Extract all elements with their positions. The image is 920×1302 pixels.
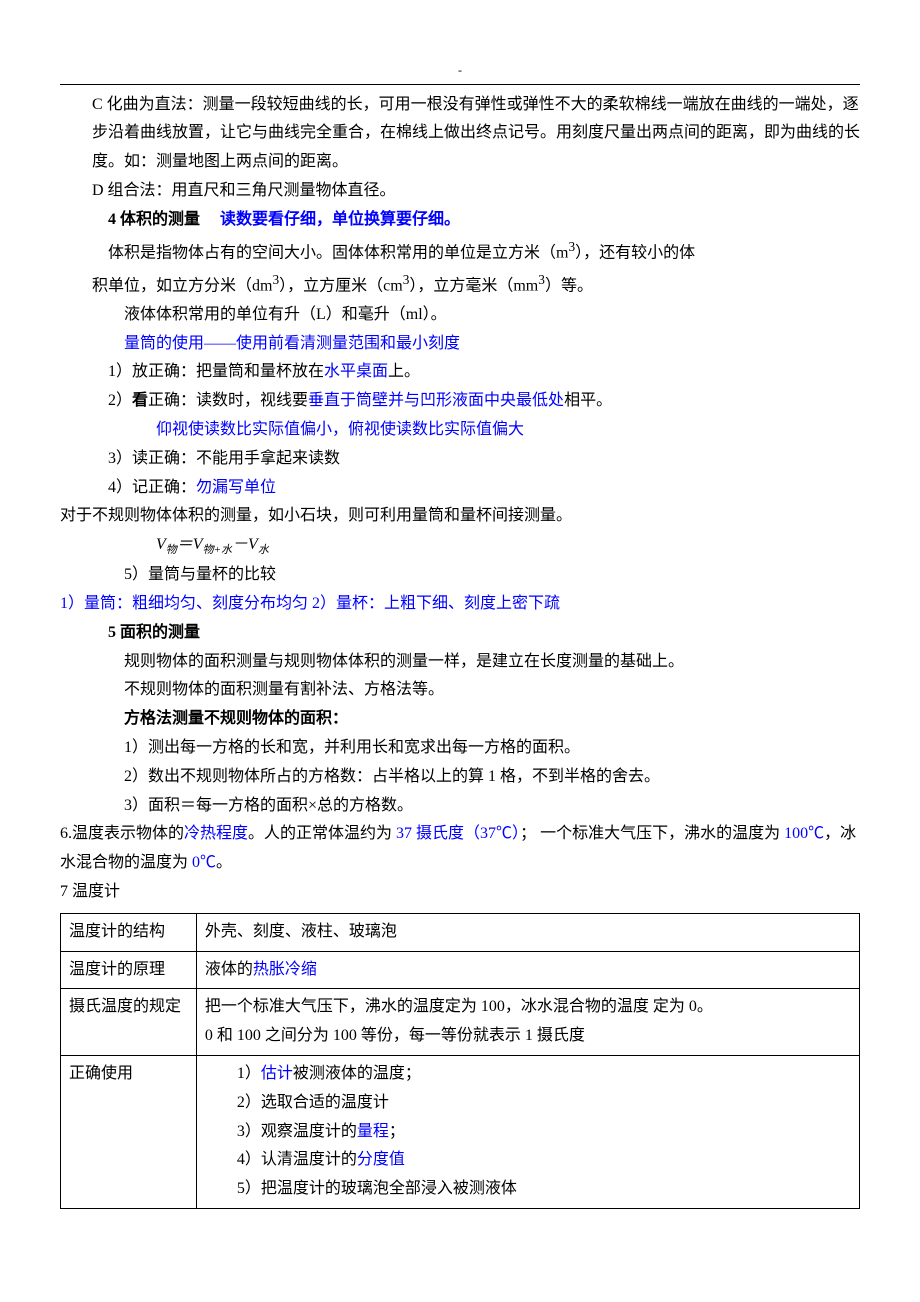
text: 把一个标准大气压下，沸水的温度定为 100，冰水混合物的温度 定为 0。	[205, 998, 713, 1015]
v-var: V	[193, 536, 203, 553]
sec4-item2: 2）看正确：读数时，视线要垂直于筒壁并与凹形液面中央最低处相平。	[60, 387, 860, 416]
cell-r3c2: 把一个标准大气压下，沸水的温度定为 100，冰水混合物的温度 定为 0。 0 和…	[196, 989, 859, 1056]
sec4-item4: 4）记正确：勿漏写单位	[60, 474, 860, 503]
text: 液体的	[205, 961, 253, 978]
hl: 水平桌面	[324, 363, 388, 380]
text: 4）认清温度计的	[237, 1151, 357, 1168]
text: 测量范围	[316, 335, 380, 352]
v-var: V	[156, 536, 166, 553]
cell-r4c2: 1）估计被测液体的温度； 2）选取合适的温度计 3）观察温度计的量程； 4）认清…	[196, 1055, 859, 1208]
sec5-para2: 不规则物体的面积测量有割补法、方格法等。	[60, 676, 860, 705]
sub3: 水	[258, 544, 269, 556]
sub1: 物	[166, 544, 177, 556]
text: 量筒的使用——使用前看清	[124, 335, 316, 352]
table-row: 摄氏温度的规定 把一个标准大气压下，沸水的温度定为 100，冰水混合物的温度 定…	[61, 989, 860, 1056]
page-header: -	[60, 60, 860, 85]
usage-item-4: 4）认清温度计的分度值	[205, 1146, 851, 1175]
sec4-item1: 1）放正确：把量筒和量杯放在水平桌面上。	[60, 358, 860, 387]
text: ）等。	[545, 277, 593, 294]
text: ），立方毫米（mm	[409, 277, 538, 294]
text: 1）放正确：把量筒和量杯放在	[108, 363, 324, 380]
usage-item-5: 5）把温度计的玻璃泡全部浸入被测液体	[205, 1175, 851, 1204]
text: 。人的正常体温约为	[248, 825, 396, 842]
sec4-para3: 液体体积常用的单位有升（L）和毫升（ml）。	[60, 301, 860, 330]
usage-item-1: 1）估计被测液体的温度；	[205, 1060, 851, 1089]
text: 和	[380, 335, 396, 352]
usage-item-2: 2）选取合适的温度计	[205, 1089, 851, 1118]
cell-r1c1: 温度计的结构	[61, 913, 197, 951]
sec4-hint: 读数要看仔细，单位换算要仔细。	[220, 211, 460, 228]
v-var: V	[248, 536, 258, 553]
para-method-d: D 组合法：用直尺和三角尺测量物体直径。	[60, 177, 860, 206]
cell-r3c1: 摄氏温度的规定	[61, 989, 197, 1056]
table-row: 温度计的原理 液体的热胀冷缩	[61, 951, 860, 989]
text: 。	[216, 854, 232, 871]
section-7-title: 7 温度计	[60, 878, 860, 907]
hl: 估计	[261, 1065, 293, 1082]
section-4-title: 4 体积的测量 读数要看仔细，单位换算要仔细。	[60, 206, 860, 235]
thermometer-table: 温度计的结构 外壳、刻度、液柱、玻璃泡 温度计的原理 液体的热胀冷缩 摄氏温度的…	[60, 913, 860, 1209]
text: ； 一个标准大气压下，沸水的温度为	[520, 825, 784, 842]
hl: 0℃	[192, 854, 216, 871]
text: 0 和 100 之间分为 100 等份，每一等份就表示 1 摄氏度	[205, 1027, 585, 1044]
cell-r1c2: 外壳、刻度、液柱、玻璃泡	[196, 913, 859, 951]
hl: 热胀冷缩	[253, 961, 317, 978]
hl: 冷热程度	[184, 825, 248, 842]
text: 积单位，如立方分米（dm	[92, 277, 272, 294]
volume-formula: V物＝V物+水－V水	[60, 531, 860, 561]
eq: ＝	[177, 536, 193, 553]
hl: 勿漏写单位	[196, 479, 276, 496]
cell-r4c1: 正确使用	[61, 1055, 197, 1208]
text: 6.温度表示物体的	[60, 825, 184, 842]
bold: 看	[132, 392, 148, 409]
sec4-para2: 积单位，如立方分米（dm3），立方厘米（cm3），立方毫米（mm3）等。	[60, 268, 860, 301]
text: 正确：读数时，视线要	[148, 392, 308, 409]
text: 3）观察温度计的	[237, 1123, 357, 1140]
table-row: 正确使用 1）估计被测液体的温度； 2）选取合适的温度计 3）观察温度计的量程；…	[61, 1055, 860, 1208]
document-page: - C 化曲为直法：测量一段较短曲线的长，可用一根没有弹性或弹性不大的柔软棉线一…	[0, 0, 920, 1249]
hl: 100℃	[784, 825, 824, 842]
sec5-item1: 1）测出每一方格的长和宽，并利用长和宽求出每一方格的面积。	[60, 734, 860, 763]
text: ），立方厘米（cm	[279, 277, 403, 294]
text: ），还有较小的体	[575, 244, 695, 261]
cell-r2c1: 温度计的原理	[61, 951, 197, 989]
sec5-item2: 2）数出不规则物体所占的方格数：占半格以上的算 1 格，不到半格的舍去。	[60, 763, 860, 792]
usage-item-3: 3）观察温度计的量程；	[205, 1118, 851, 1147]
sec4-item5: 5）量筒与量杯的比较	[60, 561, 860, 590]
sec4-item3: 3）读正确：不能用手拿起来读数	[60, 445, 860, 474]
sec4-label: 4 体积的测量	[108, 211, 200, 228]
hl: 分度值	[357, 1151, 405, 1168]
compare-line: 1）量筒：粗细均匀、刻度分布均匀 2）量杯：上粗下细、刻度上密下疏	[60, 590, 860, 619]
minus: －	[232, 536, 248, 553]
header-dash: -	[458, 63, 462, 77]
sub2: 物+水	[203, 544, 232, 556]
hl: 量程	[357, 1123, 389, 1140]
sec5-para1: 规则物体的面积测量与规则物体体积的测量一样，是建立在长度测量的基础上。	[60, 648, 860, 677]
text: 相平。	[564, 392, 612, 409]
sec5-item3: 3）面积＝每一方格的面积×总的方格数。	[60, 792, 860, 821]
text: ；	[389, 1123, 405, 1140]
section-6: 6.温度表示物体的冷热程度。人的正常体温约为 37 摄氏度（37℃）； 一个标准…	[60, 820, 860, 878]
text: 被测液体的温度；	[293, 1065, 421, 1082]
text: 上。	[388, 363, 420, 380]
section-5-title: 5 面积的测量	[60, 619, 860, 648]
table-row: 温度计的结构 外壳、刻度、液柱、玻璃泡	[61, 913, 860, 951]
sec4-para1: 体积是指物体占有的空间大小。固体体积常用的单位是立方米（m3），还有较小的体	[60, 235, 860, 268]
sec5-subtitle: 方格法测量不规则物体的面积：	[60, 705, 860, 734]
sec4-para5: 对于不规则物体体积的测量，如小石块，则可利用量筒和量杯间接测量。	[60, 502, 860, 531]
sup3: 3	[538, 272, 545, 287]
para-method-c: C 化曲为直法：测量一段较短曲线的长，可用一根没有弹性或弹性不大的柔软棉线一端放…	[60, 91, 860, 177]
hl: 37 摄氏度（37℃）	[396, 825, 520, 842]
text: 2）	[108, 392, 132, 409]
hl: 垂直于筒壁并与凹形液面中央最低处	[308, 392, 564, 409]
cell-r2c2: 液体的热胀冷缩	[196, 951, 859, 989]
text: 体积是指物体占有的空间大小。固体体积常用的单位是立方米（m	[108, 244, 568, 261]
sec4-item2-sub: 仰视使读数比实际值偏小，俯视使读数比实际值偏大	[60, 416, 860, 445]
text: 1）	[237, 1065, 261, 1082]
text: 最小刻度	[396, 335, 460, 352]
sec4-para4: 量筒的使用——使用前看清测量范围和最小刻度	[60, 330, 860, 359]
text: 4）记正确：	[108, 479, 196, 496]
